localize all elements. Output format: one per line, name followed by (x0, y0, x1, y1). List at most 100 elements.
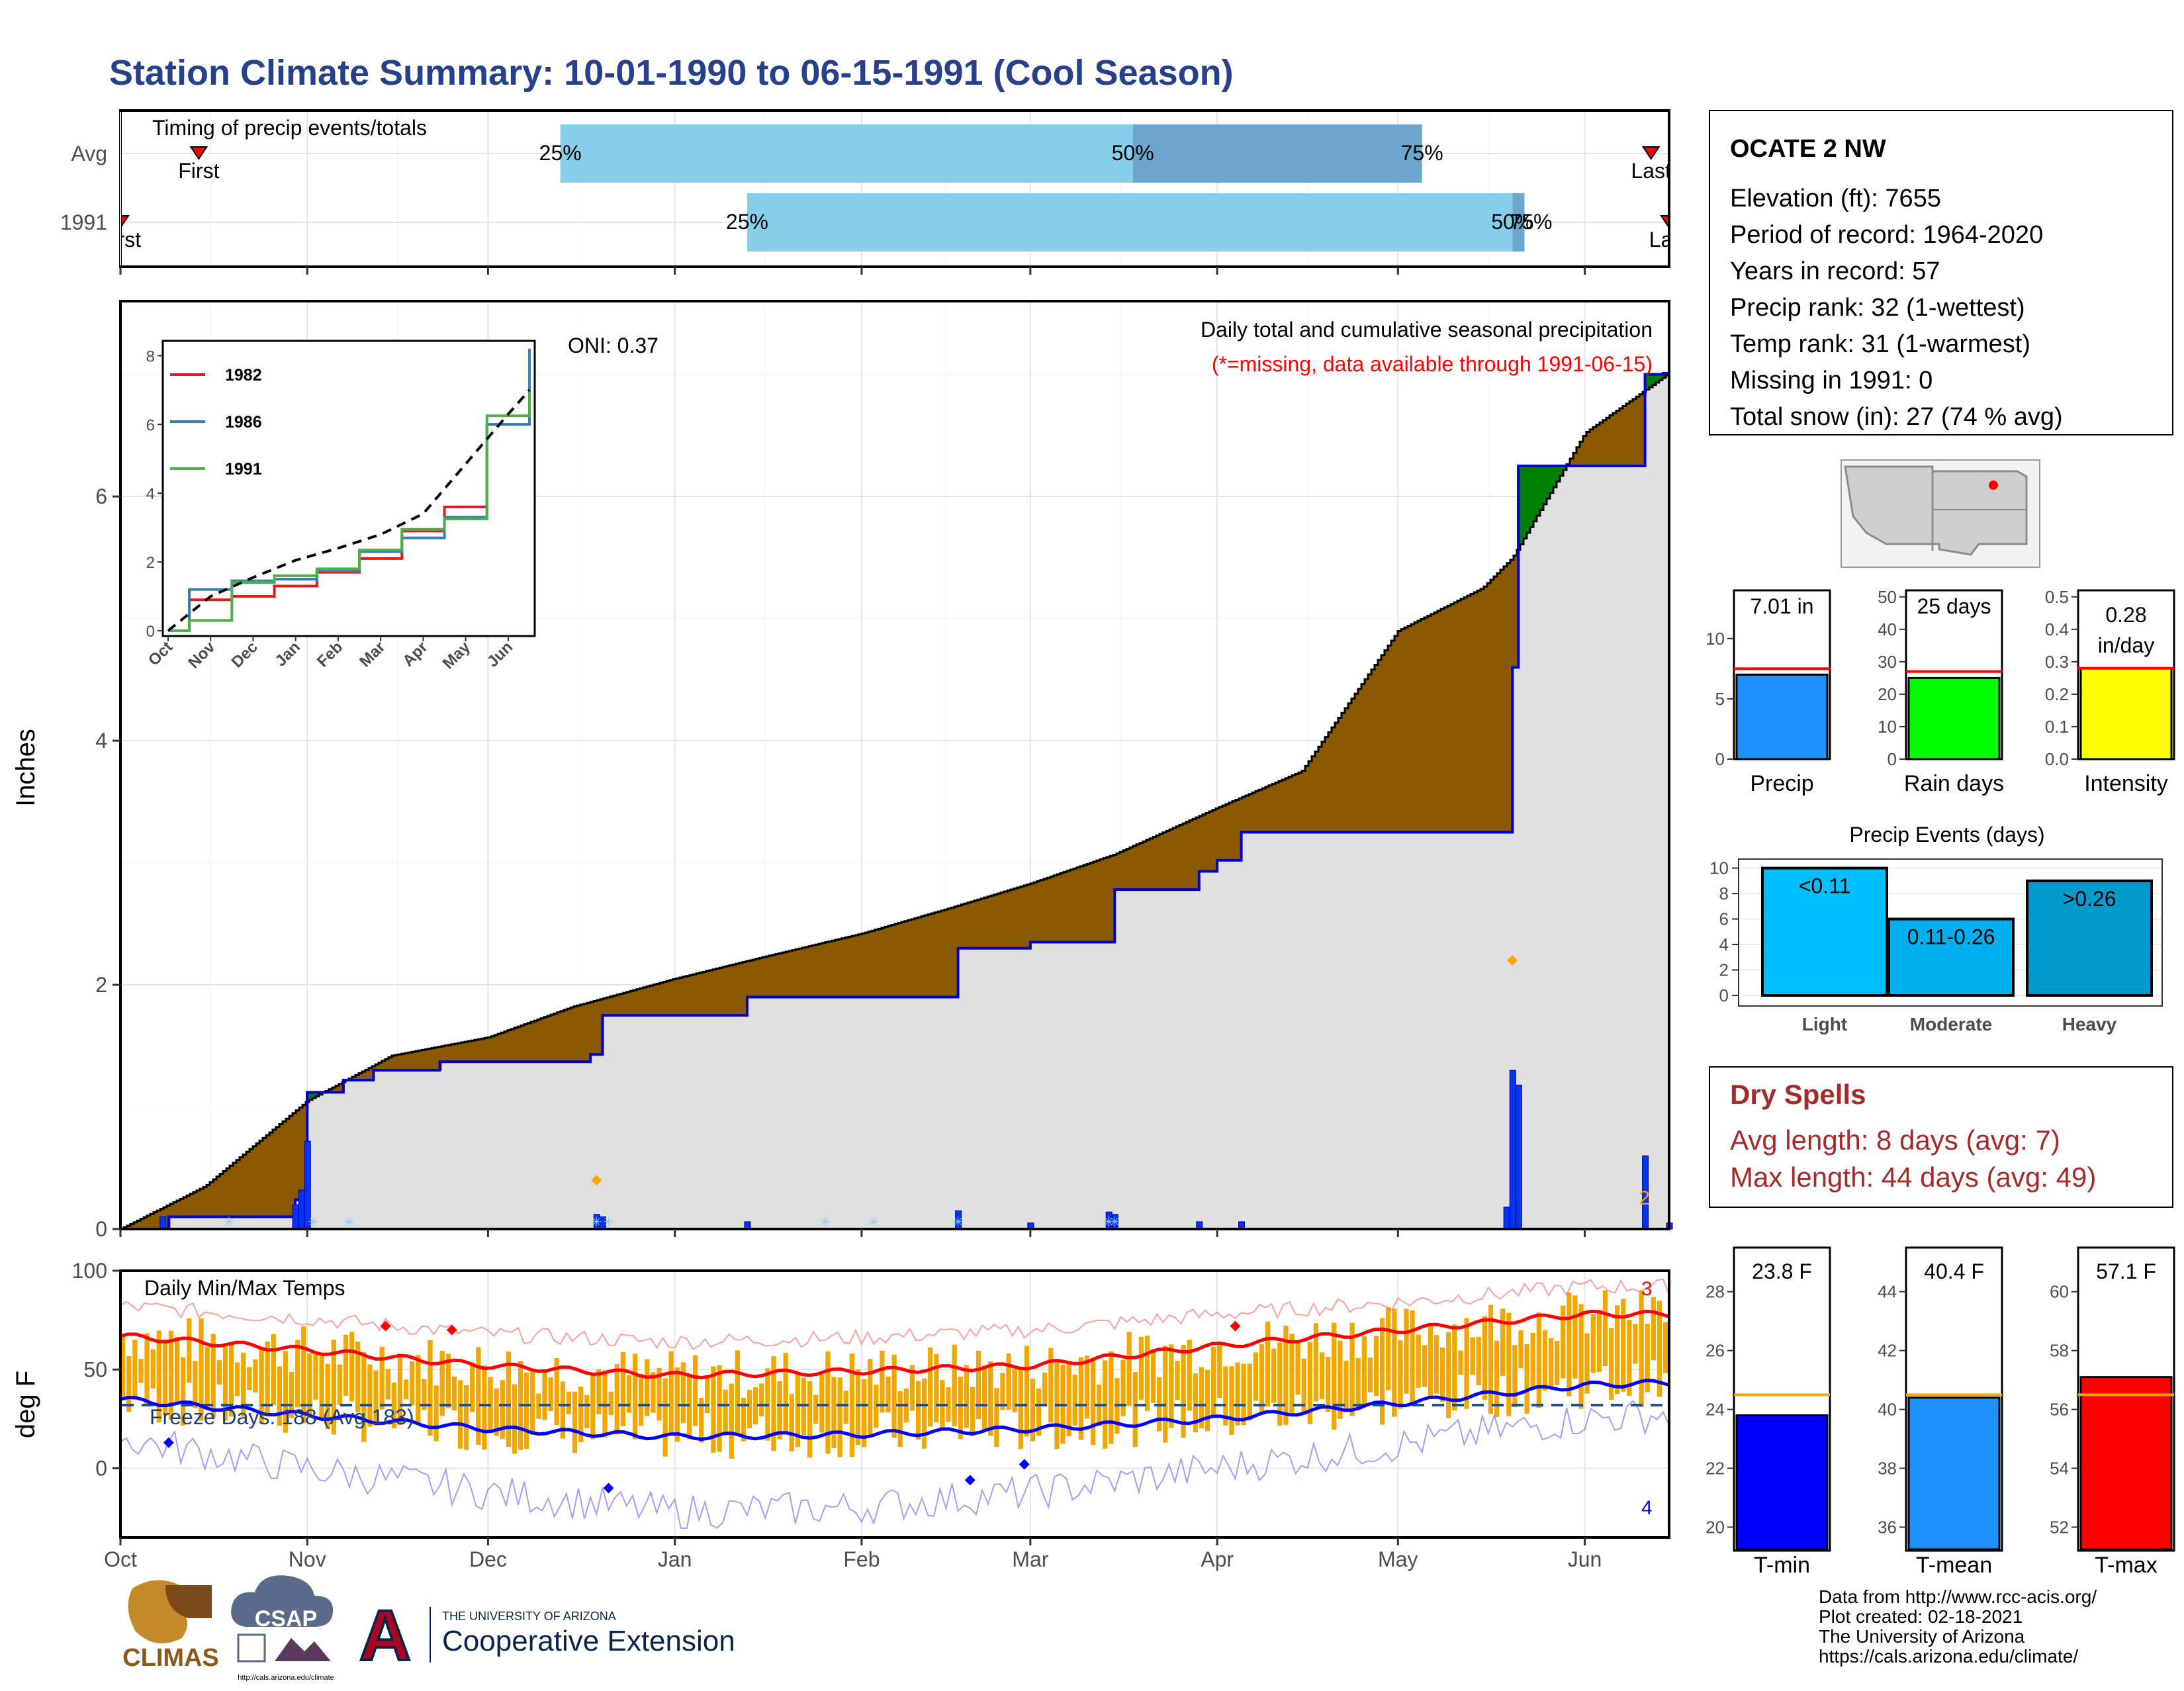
mini-bar-value-0 (1735, 673, 1829, 760)
daily-temp-bar (403, 1379, 409, 1400)
deviation-strip (438, 1046, 442, 1071)
deviation-strip (1265, 786, 1269, 833)
deviation-strip (789, 950, 793, 997)
daily-temp-bar (373, 1370, 379, 1426)
daily-temp-bar (259, 1348, 264, 1424)
deviation-strip (752, 959, 756, 997)
deviation-strip (408, 1052, 412, 1071)
deviation-strip (193, 1192, 197, 1217)
deviation-strip (1381, 655, 1385, 833)
deviation-strip (1298, 772, 1302, 833)
deviation-strip (786, 951, 790, 997)
station-temp-rank: Temp rank: 31 (1-warmest) (1730, 330, 2030, 358)
mini-bar-tick-label: 0.5 (2045, 587, 2069, 607)
deviation-strip (273, 1129, 277, 1217)
deviation-strip (1292, 775, 1296, 833)
deviation-strip (388, 1057, 392, 1071)
daily-temp-bar (1379, 1318, 1385, 1425)
daily-temp-bar (241, 1352, 246, 1417)
daily-temp-bar (753, 1387, 758, 1425)
ua-cooperative-extension: Cooperative Extension (442, 1625, 735, 1657)
deviation-strip (1543, 466, 1547, 504)
deviation-strip (200, 1189, 204, 1217)
deviation-strip (792, 950, 796, 997)
precip-events-title: Precip Events (days) (1849, 823, 2044, 846)
deviation-strip (1057, 874, 1061, 942)
deviation-strip (1563, 466, 1567, 471)
daily-temp-bar (385, 1369, 390, 1400)
deviation-strip (465, 1042, 469, 1062)
deviation-strip (1050, 876, 1054, 942)
daily-temp-bar (1542, 1330, 1548, 1391)
deviation-strip (1156, 835, 1160, 890)
daily-temp-bar (506, 1351, 512, 1447)
daily-temp-bar (789, 1394, 794, 1451)
daily-temp-bar (566, 1391, 572, 1414)
snow-icon: ✳ (1103, 1215, 1115, 1230)
deviation-strip (1275, 782, 1279, 833)
daily-temp-bar (439, 1351, 445, 1416)
daily-temp-bar (1048, 1348, 1054, 1423)
daily-temp-bar (668, 1351, 674, 1434)
temp-bar-tick-label: 24 (1706, 1400, 1725, 1420)
deviation-strip (809, 946, 813, 997)
record-max-line (120, 1278, 1670, 1350)
daily-temp-bar (560, 1381, 565, 1439)
avg-min-temp-line (120, 1379, 1670, 1441)
daily-temp-bar (686, 1375, 692, 1440)
deviation-strip (1289, 776, 1293, 833)
temp-bar-tick-label: 56 (2050, 1400, 2069, 1420)
deviation-strip (1444, 607, 1448, 833)
precip-missing-note: (*=missing, data available through 1991-… (1212, 352, 1653, 376)
deviation-strip (1490, 580, 1494, 833)
deviation-strip (216, 1176, 220, 1217)
deviation-strip (614, 995, 617, 1016)
daily-temp-bar (150, 1349, 156, 1389)
timing-panel: Timing of precip events/totals Avg 1991 … (60, 109, 1671, 268)
deviation-strip (875, 929, 879, 997)
deviation-strip (203, 1187, 207, 1217)
deviation-strip (547, 1015, 551, 1062)
daily-temp-bar (1428, 1324, 1433, 1396)
deviation-strip (144, 1217, 148, 1229)
deviation-strip (1385, 650, 1388, 833)
last-event-label-0: Last (1631, 159, 1671, 183)
deviation-strip (968, 902, 972, 948)
deviation-strip (468, 1041, 472, 1062)
deviation-strip (259, 1140, 263, 1217)
deviation-strip (504, 1031, 508, 1062)
daily-temp-bar (988, 1361, 993, 1436)
deviation-strip (177, 1200, 181, 1217)
daily-temp-bar (1621, 1299, 1626, 1392)
daily-temp-bar (1018, 1369, 1023, 1449)
deviation-strip (620, 993, 624, 1016)
daily-temp-bar (1217, 1344, 1222, 1398)
temp-y-axis: 0 50 100 (72, 1259, 120, 1481)
events-category-Light: Light (1802, 1014, 1847, 1034)
daily-temp-bar (909, 1365, 915, 1411)
deviation-strip (1282, 780, 1286, 833)
deviation-strip (309, 1092, 313, 1100)
precip-y-tick-label: 6 (95, 484, 107, 508)
deviation-strip (1408, 625, 1412, 833)
credit-data-source: Data from http://www.rcc-acis.org/ (1819, 1586, 2097, 1607)
daily-temp-bar (199, 1318, 204, 1421)
daily-temp-bar (759, 1383, 764, 1417)
inset-frame (161, 340, 536, 637)
deviation-strip (653, 984, 657, 1016)
deviation-strip (1361, 684, 1365, 833)
deviation-strip (1120, 852, 1124, 890)
freeze-days-label: Freeze Days: 188 (Avg 183) (150, 1405, 414, 1429)
deviation-strip (1596, 424, 1600, 467)
mini-bar-value-label-0: 7.01 in (1750, 594, 1813, 618)
daily-temp-bar (234, 1362, 240, 1396)
daily-temp-bar (831, 1377, 837, 1448)
deviation-strip (1073, 868, 1077, 942)
daily-temp-bar (1084, 1355, 1090, 1419)
deviation-strip (1623, 406, 1627, 467)
deviation-strip (1093, 861, 1097, 942)
deviation-strip (1414, 622, 1418, 833)
daily-temp-bar (1187, 1340, 1192, 1411)
deviation-strip (696, 973, 700, 1016)
daily-temp-bar (584, 1394, 590, 1429)
